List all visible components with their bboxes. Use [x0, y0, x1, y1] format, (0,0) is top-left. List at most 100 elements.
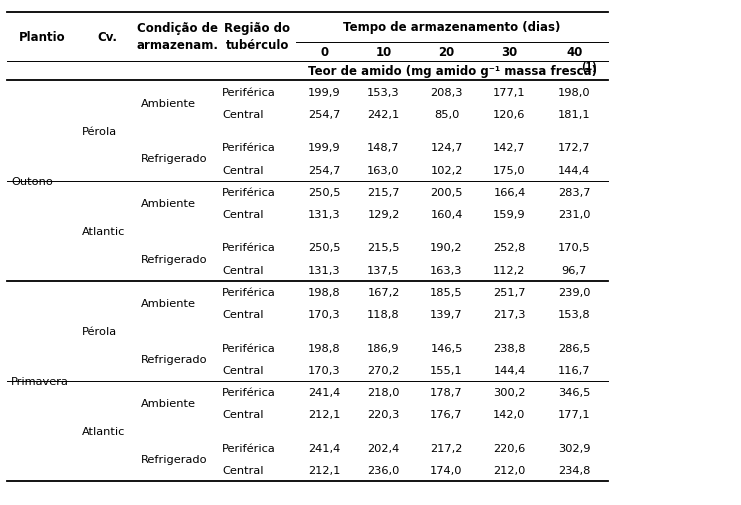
Text: 124,7: 124,7 [431, 143, 462, 153]
Text: 167,2: 167,2 [368, 287, 399, 297]
Text: 286,5: 286,5 [558, 343, 591, 353]
Text: 178,7: 178,7 [430, 387, 463, 397]
Text: Central: Central [222, 465, 264, 475]
Text: 159,9: 159,9 [493, 210, 526, 220]
Text: 118,8: 118,8 [367, 310, 400, 320]
Text: 238,8: 238,8 [494, 343, 525, 353]
Text: Periférica: Periférica [222, 187, 276, 197]
Text: 172,7: 172,7 [558, 143, 591, 153]
Text: 231,0: 231,0 [558, 210, 591, 220]
Text: Pérola: Pérola [82, 326, 116, 336]
Text: 250,5: 250,5 [308, 187, 340, 197]
Text: Periférica: Periférica [222, 343, 276, 353]
Text: 302,9: 302,9 [558, 443, 591, 453]
Text: Periférica: Periférica [222, 87, 276, 97]
Text: 170,3: 170,3 [308, 365, 341, 375]
Text: 212,1: 212,1 [308, 410, 340, 420]
Text: Periférica: Periférica [222, 387, 276, 397]
Text: Periférica: Periférica [222, 287, 276, 297]
Text: Outono: Outono [11, 176, 53, 186]
Text: Ambiente: Ambiente [141, 298, 196, 309]
Text: 208,3: 208,3 [431, 87, 462, 97]
Text: 163,3: 163,3 [431, 265, 462, 275]
Text: 177,1: 177,1 [558, 410, 591, 420]
Text: 241,4: 241,4 [308, 443, 340, 453]
Text: Refrigerado: Refrigerado [141, 454, 207, 464]
Text: 190,2: 190,2 [431, 243, 462, 253]
Text: 215,5: 215,5 [368, 243, 399, 253]
Text: 252,8: 252,8 [494, 243, 525, 253]
Text: 300,2: 300,2 [494, 387, 525, 397]
Text: 346,5: 346,5 [558, 387, 591, 397]
Text: Central: Central [222, 310, 264, 320]
Text: 218,0: 218,0 [368, 387, 399, 397]
Text: Central: Central [222, 265, 264, 275]
Text: 40: 40 [566, 46, 582, 59]
Text: 30: 30 [502, 46, 517, 59]
Text: Periférica: Periférica [222, 243, 276, 253]
Text: 220,6: 220,6 [494, 443, 525, 453]
Text: 139,7: 139,7 [430, 310, 463, 320]
Text: 254,7: 254,7 [308, 110, 340, 120]
Text: 220,3: 220,3 [368, 410, 399, 420]
Text: 163,0: 163,0 [368, 165, 399, 175]
Text: Cv.: Cv. [98, 31, 117, 44]
Text: 242,1: 242,1 [368, 110, 399, 120]
Text: 234,8: 234,8 [558, 465, 591, 475]
Text: 142,0: 142,0 [494, 410, 525, 420]
Text: 131,3: 131,3 [308, 210, 341, 220]
Text: 144,4: 144,4 [558, 165, 591, 175]
Text: Refrigerado: Refrigerado [141, 354, 207, 364]
Text: 102,2: 102,2 [431, 165, 462, 175]
Text: 137,5: 137,5 [367, 265, 400, 275]
Text: 270,2: 270,2 [368, 365, 399, 375]
Text: 170,3: 170,3 [308, 310, 341, 320]
Text: 217,3: 217,3 [494, 310, 525, 320]
Text: Central: Central [222, 410, 264, 420]
Text: 153,8: 153,8 [558, 310, 591, 320]
Text: 177,1: 177,1 [493, 87, 526, 97]
Text: 202,4: 202,4 [368, 443, 399, 453]
Text: 254,7: 254,7 [308, 165, 340, 175]
Text: 112,2: 112,2 [494, 265, 525, 275]
Text: 153,3: 153,3 [367, 87, 400, 97]
Text: Periférica: Periférica [222, 443, 276, 453]
Text: Ambiente: Ambiente [141, 98, 196, 109]
Text: 200,5: 200,5 [431, 187, 462, 197]
Text: Periférica: Periférica [222, 143, 276, 153]
Text: Central: Central [222, 365, 264, 375]
Text: 142,7: 142,7 [494, 143, 525, 153]
Text: 155,1: 155,1 [430, 365, 463, 375]
Text: Refrigerado: Refrigerado [141, 154, 207, 164]
Text: 212,0: 212,0 [494, 465, 525, 475]
Text: 181,1: 181,1 [558, 110, 591, 120]
Text: 20: 20 [439, 46, 454, 59]
Text: Ambiente: Ambiente [141, 398, 196, 409]
Text: Tempo de armazenamento (dias): Tempo de armazenamento (dias) [343, 21, 561, 34]
Text: 148,7: 148,7 [368, 143, 399, 153]
Text: 131,3: 131,3 [308, 265, 341, 275]
Text: 198,0: 198,0 [558, 87, 591, 97]
Text: 144,4: 144,4 [494, 365, 525, 375]
Text: 217,2: 217,2 [431, 443, 462, 453]
Text: 241,4: 241,4 [308, 387, 340, 397]
Text: 85,0: 85,0 [433, 110, 459, 120]
Text: 236,0: 236,0 [368, 465, 399, 475]
Text: Plantio: Plantio [19, 31, 66, 44]
Text: 198,8: 198,8 [308, 343, 341, 353]
Text: Atlantic: Atlantic [82, 426, 125, 436]
Text: 175,0: 175,0 [493, 165, 526, 175]
Text: 199,9: 199,9 [308, 87, 341, 97]
Text: 212,1: 212,1 [308, 465, 340, 475]
Text: 176,7: 176,7 [431, 410, 462, 420]
Text: Refrigerado: Refrigerado [141, 254, 207, 264]
Text: (1): (1) [581, 62, 597, 72]
Text: 116,7: 116,7 [558, 365, 591, 375]
Text: Ambiente: Ambiente [141, 198, 196, 209]
Text: 251,7: 251,7 [494, 287, 525, 297]
Text: 199,9: 199,9 [308, 143, 341, 153]
Text: Região do
tubérculo: Região do tubérculo [225, 22, 290, 53]
Text: 283,7: 283,7 [558, 187, 591, 197]
Text: 10: 10 [376, 46, 391, 59]
Text: Atlantic: Atlantic [82, 226, 125, 236]
